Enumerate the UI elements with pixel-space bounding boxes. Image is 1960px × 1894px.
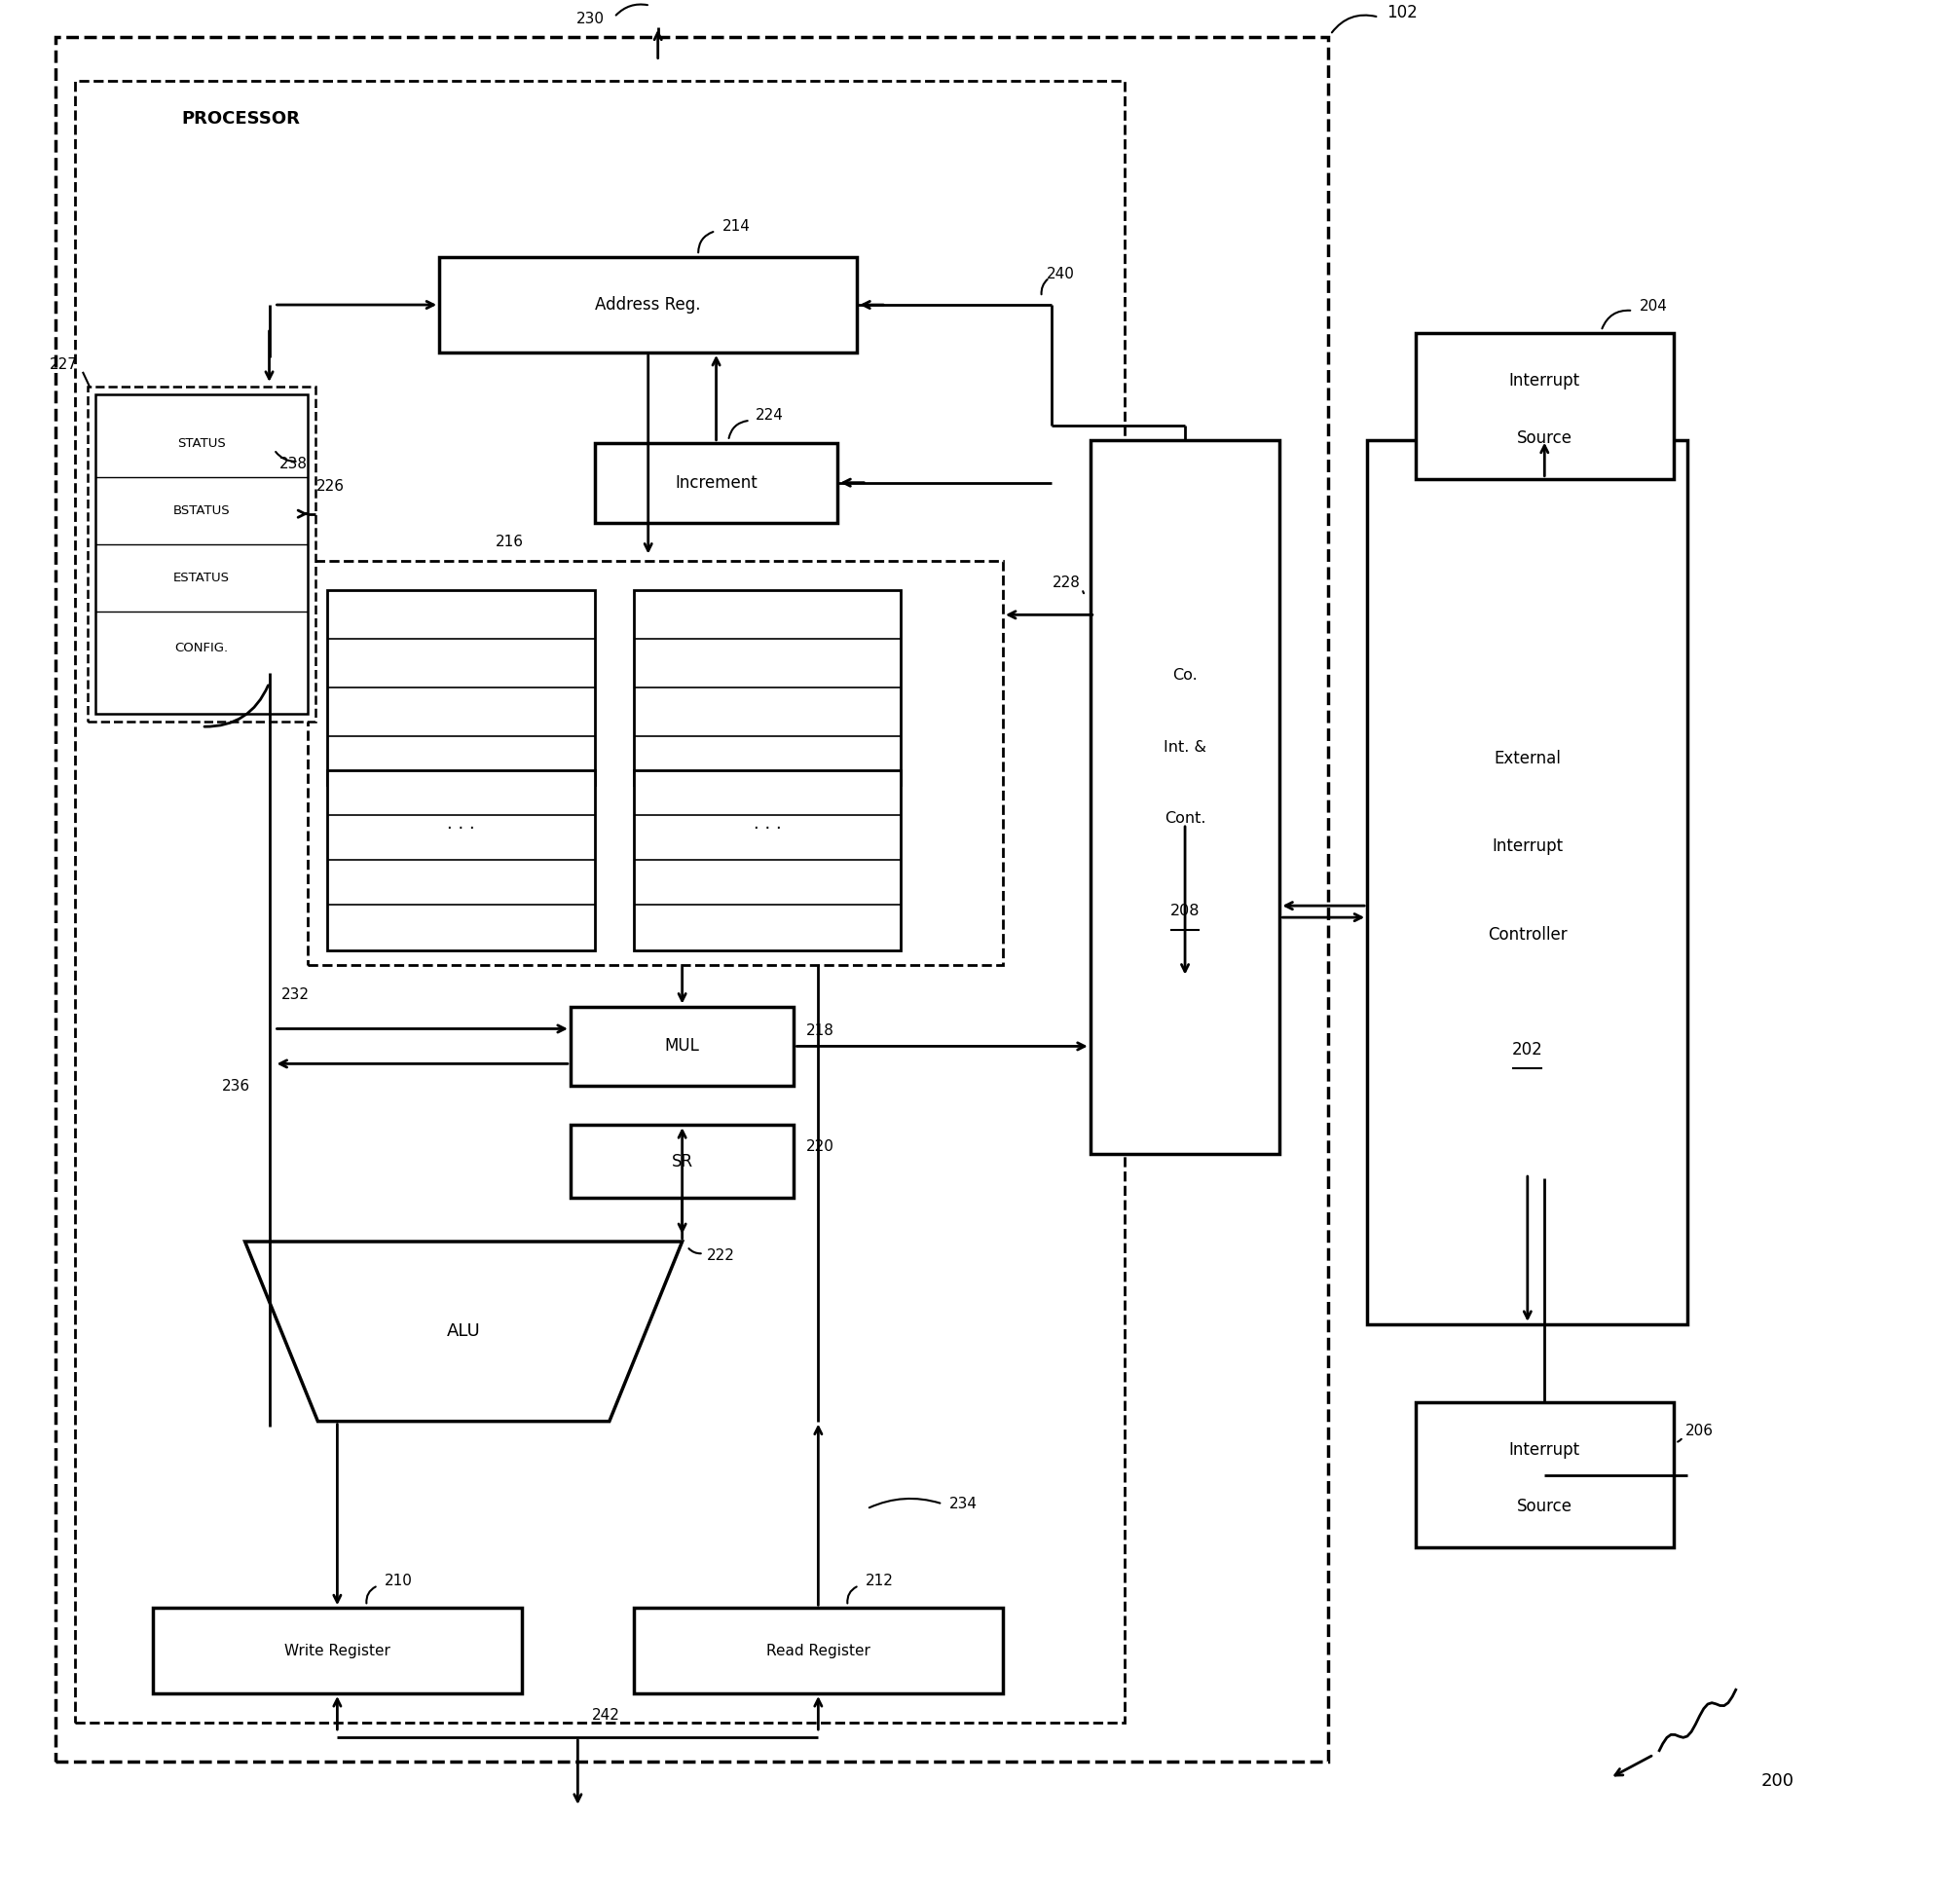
Text: MUL: MUL [664,1038,700,1055]
Text: Write Register: Write Register [284,1644,390,1657]
Text: Source: Source [1517,1498,1572,1515]
Text: 218: 218 [806,1023,833,1038]
Bar [1090,439,1280,1153]
Bar [96,394,308,714]
Text: Int. &: Int. & [1164,741,1207,754]
Text: 226: 226 [316,479,345,494]
Text: Source: Source [1517,430,1572,447]
Polygon shape [245,1242,682,1420]
Bar [327,591,594,784]
Bar [74,80,1125,1724]
Text: 224: 224 [755,409,784,422]
Text: BSTATUS: BSTATUS [172,504,229,517]
Bar [570,1125,794,1197]
Text: 236: 236 [221,1080,249,1093]
Text: Controller: Controller [1488,926,1568,943]
Text: Interrupt: Interrupt [1509,1441,1580,1458]
Text: 238: 238 [278,456,308,472]
Bar [1415,333,1674,479]
Bar [633,771,902,951]
Bar [308,561,1004,964]
Text: 204: 204 [1641,299,1668,313]
Text: 220: 220 [806,1140,833,1153]
Text: 210: 210 [384,1574,414,1587]
Bar [153,1608,521,1693]
Text: 230: 230 [576,11,604,27]
Bar [1368,439,1688,1324]
Text: STATUS: STATUS [178,438,225,449]
Text: 240: 240 [1047,267,1074,280]
Text: 222: 222 [706,1248,735,1263]
Text: Cont.: Cont. [1164,811,1205,826]
Bar [88,386,316,722]
Text: Address Reg.: Address Reg. [596,295,702,314]
Text: 102: 102 [1386,4,1417,21]
Bar [633,1608,1004,1693]
Text: 206: 206 [1686,1424,1713,1438]
Text: 208: 208 [1170,903,1200,919]
Text: 234: 234 [949,1496,978,1511]
Text: 242: 242 [592,1708,621,1724]
Text: 232: 232 [280,987,310,1002]
Text: 214: 214 [723,220,751,233]
Text: · · ·: · · · [753,820,782,837]
Bar [570,1006,794,1085]
Text: 212: 212 [866,1574,894,1587]
Bar [439,258,857,352]
Text: Interrupt: Interrupt [1509,373,1580,390]
Text: Co.: Co. [1172,669,1198,684]
Text: 228: 228 [1053,576,1080,591]
Text: External: External [1494,750,1560,767]
Bar [55,36,1329,1761]
Text: PROCESSOR: PROCESSOR [182,110,300,129]
Text: SR: SR [672,1153,694,1170]
Text: ALU: ALU [447,1322,480,1341]
Text: 227: 227 [49,358,78,373]
Text: 216: 216 [496,534,523,549]
Text: · · ·: · · · [447,820,474,837]
Bar [594,443,837,523]
Bar [633,591,902,784]
Text: ESTATUS: ESTATUS [174,572,229,583]
Text: Increment: Increment [674,474,757,491]
Text: 202: 202 [1511,1042,1543,1059]
Text: 200: 200 [1760,1773,1793,1790]
Text: Interrupt: Interrupt [1492,837,1564,856]
Bar [1415,1402,1674,1547]
Bar [327,771,594,951]
Text: CONFIG.: CONFIG. [174,642,229,653]
Text: Read Register: Read Register [766,1644,870,1657]
